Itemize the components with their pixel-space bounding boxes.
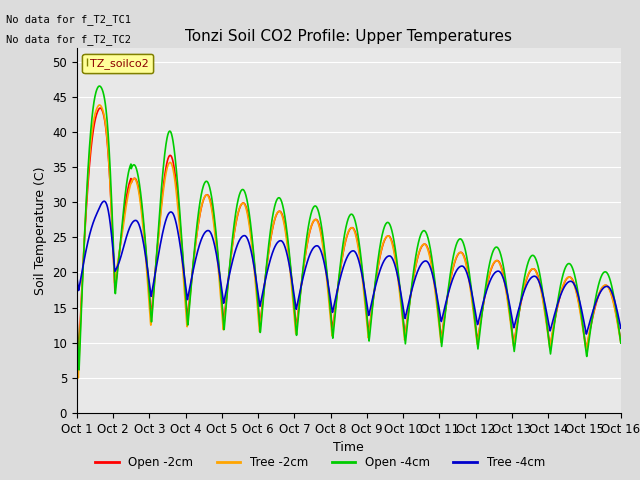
Tree -2cm: [508, 325, 515, 331]
Title: Tonzi Soil CO2 Profile: Upper Temperatures: Tonzi Soil CO2 Profile: Upper Temperatur…: [186, 29, 512, 44]
Open -4cm: [377, 240, 385, 245]
Tree -2cm: [617, 340, 625, 346]
Line: Open -4cm: Open -4cm: [77, 86, 621, 370]
Open -4cm: [365, 336, 372, 341]
Legend: Open -2cm, Tree -2cm, Open -4cm, Tree -4cm: Open -2cm, Tree -2cm, Open -4cm, Tree -4…: [90, 452, 550, 474]
Tree -2cm: [365, 332, 372, 338]
Tree -4cm: [365, 312, 372, 318]
Tree -4cm: [507, 309, 515, 315]
X-axis label: Time: Time: [333, 441, 364, 454]
Tree -4cm: [376, 266, 384, 272]
Text: No data for f_T2_TC2: No data for f_T2_TC2: [6, 34, 131, 45]
Open -4cm: [225, 270, 233, 276]
Open -4cm: [617, 340, 625, 346]
Tree -4cm: [617, 325, 625, 331]
Tree -2cm: [377, 250, 385, 256]
Tree -4cm: [582, 331, 590, 337]
Open -2cm: [617, 338, 625, 344]
Open -4cm: [584, 343, 592, 348]
Tree -4cm: [225, 275, 232, 281]
Tree -4cm: [73, 273, 81, 279]
Legend: TZ_soilco2: TZ_soilco2: [83, 54, 154, 73]
Y-axis label: Soil Temperature (C): Soil Temperature (C): [34, 166, 47, 295]
Open -2cm: [73, 308, 81, 314]
Open -4cm: [95, 83, 103, 89]
Open -2cm: [584, 336, 592, 342]
Open -2cm: [75, 353, 83, 359]
Open -2cm: [377, 251, 385, 256]
Open -4cm: [73, 310, 81, 315]
Tree -2cm: [74, 375, 82, 381]
Tree -2cm: [570, 279, 577, 285]
Tree -4cm: [584, 324, 592, 330]
Tree -2cm: [584, 335, 592, 340]
Open -2cm: [508, 321, 515, 327]
Tree -4cm: [569, 279, 577, 285]
Line: Tree -4cm: Tree -4cm: [77, 201, 621, 334]
Line: Tree -2cm: Tree -2cm: [77, 105, 621, 378]
Text: No data for f_T2_TC1: No data for f_T2_TC1: [6, 14, 131, 25]
Open -2cm: [365, 330, 372, 336]
Tree -2cm: [225, 272, 233, 277]
Tree -4cm: [100, 198, 108, 204]
Open -2cm: [570, 278, 577, 284]
Open -2cm: [97, 105, 104, 111]
Open -4cm: [508, 322, 515, 327]
Tree -2cm: [73, 335, 81, 340]
Line: Open -2cm: Open -2cm: [77, 108, 621, 356]
Open -4cm: [76, 367, 83, 373]
Open -2cm: [225, 270, 233, 276]
Open -4cm: [570, 267, 577, 273]
Tree -2cm: [95, 102, 103, 108]
